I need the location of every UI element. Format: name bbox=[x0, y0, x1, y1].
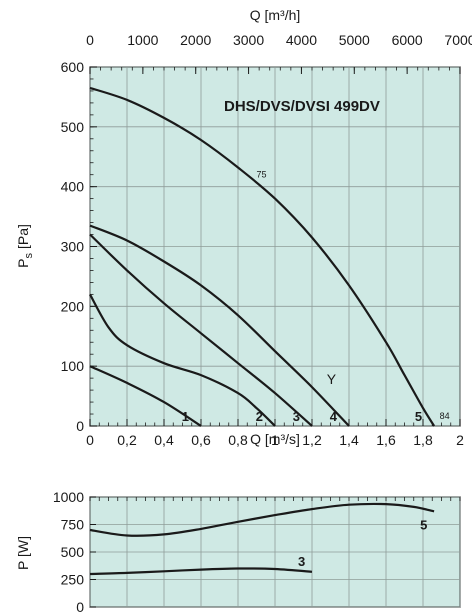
x-tick-label: 1,4 bbox=[339, 432, 359, 448]
y-tick-label: 100 bbox=[61, 358, 85, 374]
x2-tick-label: 3000 bbox=[233, 32, 264, 48]
x2-tick-label: 4000 bbox=[286, 32, 317, 48]
x-tick-label: 0,8 bbox=[228, 432, 248, 448]
power-chart: 0 250 500 750 1000 5 3 P [W] bbox=[15, 489, 460, 613]
x-tick-label: 0,6 bbox=[191, 432, 211, 448]
power-y-tick-label: 1000 bbox=[53, 489, 84, 505]
power-y-tick-label: 0 bbox=[76, 599, 84, 613]
chart-title: DHS/DVS/DVSI 499DV bbox=[224, 98, 380, 115]
annotation-75: 75 bbox=[257, 170, 267, 180]
svg-text:Ps[Pa]: Ps [Pa] bbox=[15, 224, 35, 268]
annotation-Y: Y bbox=[327, 371, 337, 387]
bottom-axis-title: Q [m³/s] bbox=[250, 431, 300, 447]
x2-tick-label: 6000 bbox=[392, 32, 423, 48]
y-axis-title-unit: [Pa] bbox=[15, 224, 31, 249]
y-tick-label: 400 bbox=[61, 179, 85, 195]
power-y-tick-label: 750 bbox=[61, 517, 85, 533]
x-tick-label: 1,8 bbox=[413, 432, 433, 448]
y-axis-title-sub: s bbox=[23, 253, 35, 259]
power-y-tick-label: 250 bbox=[61, 572, 85, 588]
x2-tick-label: 7000 bbox=[444, 32, 472, 48]
x-tick-label: 1,2 bbox=[302, 432, 322, 448]
x-tick-label: 1,6 bbox=[376, 432, 396, 448]
y-tick-label: 300 bbox=[61, 239, 85, 255]
y-tick-label: 600 bbox=[61, 59, 85, 75]
y-tick-label: 500 bbox=[61, 119, 85, 135]
y-axis-title-main: P bbox=[15, 259, 31, 268]
pressure-curve-label-5: 5 bbox=[415, 409, 422, 424]
x2-tick-label: 0 bbox=[86, 32, 94, 48]
x-tick-label: 0,2 bbox=[117, 432, 137, 448]
pressure-curve-label-1: 1 bbox=[182, 409, 189, 424]
x-tick-label: 0,4 bbox=[154, 432, 174, 448]
y-tick-label: 0 bbox=[76, 418, 84, 434]
power-y-axis-title: P [W] bbox=[15, 536, 31, 570]
pressure-chart: 0 0,2 0,4 0,6 0,8 1 1,2 1,4 1,6 1,8 2 0 100 200 300 400… bbox=[15, 7, 472, 448]
x-tick-label: 2 bbox=[456, 432, 464, 448]
y-axis-title: Ps [Pa] bbox=[15, 224, 35, 268]
pressure-curve-label-4: 4 bbox=[330, 409, 338, 424]
y-tick-label: 200 bbox=[61, 298, 85, 314]
power-y-tick-label: 500 bbox=[61, 544, 85, 560]
x2-tick-label: 1000 bbox=[127, 32, 158, 48]
top-axis-title: Q [m³/h] bbox=[250, 7, 301, 23]
x-tick-label: 0 bbox=[86, 432, 94, 448]
power-curve-label-3: 3 bbox=[298, 554, 305, 569]
x2-tick-label: 5000 bbox=[339, 32, 370, 48]
power-curve-label-5: 5 bbox=[420, 517, 427, 532]
svg-text:P [W]: P [W] bbox=[15, 536, 31, 570]
pressure-curve-label-3: 3 bbox=[293, 409, 300, 424]
x2-tick-label: 2000 bbox=[180, 32, 211, 48]
annotation-84: 84 bbox=[440, 411, 450, 421]
pressure-curve-label-2: 2 bbox=[256, 409, 263, 424]
